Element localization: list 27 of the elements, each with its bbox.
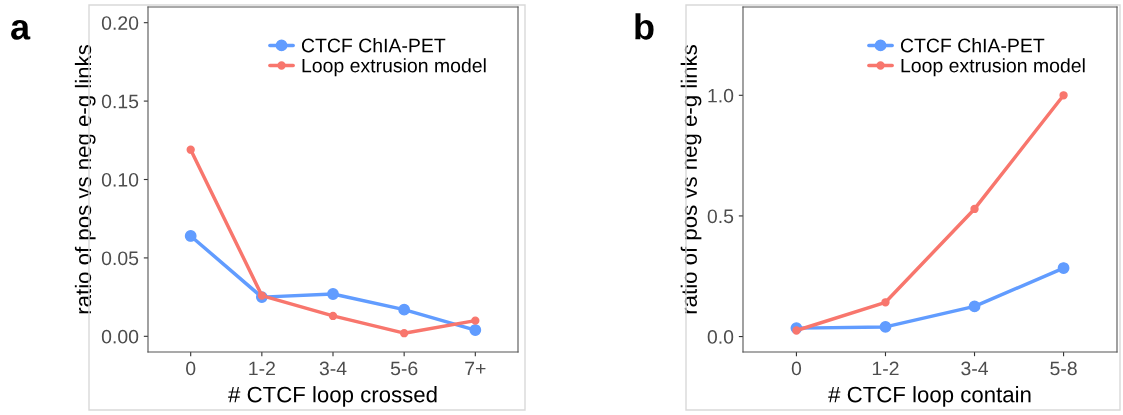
x-tick-label: 0: [791, 361, 802, 376]
y-tick-label: 0.20: [101, 16, 139, 30]
x-axis-title: # CTCF loop contain: [828, 386, 1031, 407]
y-tick-label: 1.0: [708, 88, 734, 103]
x-tick-label: 1-2: [249, 361, 275, 376]
text: b: [635, 13, 654, 40]
x-tick-label: 7+: [465, 361, 486, 376]
x-tick-label: 1-2: [872, 361, 899, 376]
legend-label: Loop extrusion model: [302, 58, 486, 77]
x-tick-label: 5-8: [1050, 361, 1077, 376]
legend-label: Loop extrusion model: [901, 58, 1085, 77]
text: a: [11, 19, 31, 40]
y-tick-label: 0.00: [101, 329, 139, 344]
legend-label: CTCF ChIA-PET: [301, 38, 446, 53]
y-tick-label: 0.0: [707, 330, 734, 344]
y-axis-title: ratio of pos vs neg e-g links: [680, 45, 702, 314]
x-tick-label: 3-4: [961, 361, 989, 376]
y-tick-label: 0.5: [707, 209, 734, 224]
y-axis-title: ratio of pos vs neg e-g links: [74, 45, 96, 314]
x-axis-title: # CTCF loop crossed: [228, 386, 437, 407]
y-tick-label: 0.15: [101, 94, 139, 109]
x-tick-label: 3-4: [319, 361, 347, 376]
y-tick-label: 0.10: [101, 172, 139, 187]
x-tick-label: 5-6: [390, 361, 418, 376]
x-tick-label: 0: [186, 361, 196, 376]
y-tick-label: 0.05: [101, 251, 139, 266]
legend-label: CTCF ChIA-PET: [900, 38, 1045, 53]
